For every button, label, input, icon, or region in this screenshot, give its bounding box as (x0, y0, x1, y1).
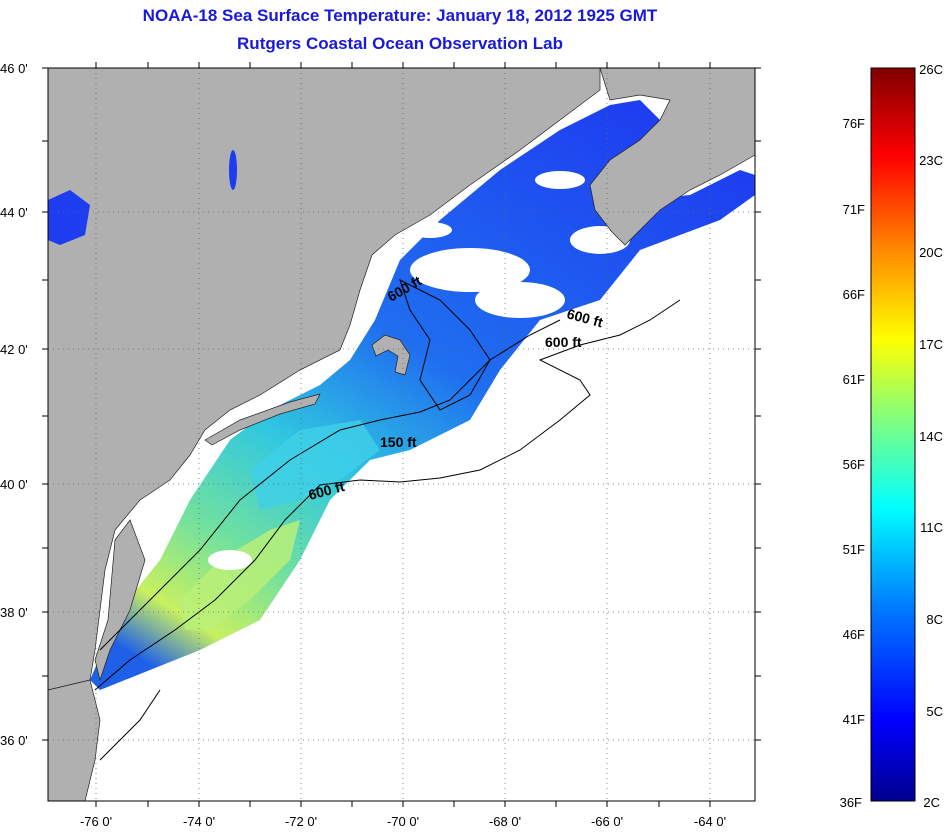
colorbar-c-label: 26C (919, 62, 943, 77)
delmarva-peninsula (94, 519, 146, 682)
colorbar-f-label: 76F (843, 116, 865, 131)
long-island (204, 393, 321, 446)
cape-cod (371, 334, 411, 376)
lake-champlain (229, 150, 237, 190)
lon-label: -66 0' (591, 814, 623, 829)
colorbar-c-label: 20C (919, 245, 943, 260)
carolina-coast (48, 679, 101, 801)
colorbar-f-label: 71F (843, 202, 865, 217)
colorbar-f-label: 61F (843, 372, 865, 387)
contour-gulf-of-maine (399, 279, 491, 411)
contour-label: 150 ft (380, 434, 417, 450)
axis-ticks (42, 62, 761, 807)
lon-label: -76 0' (80, 814, 112, 829)
colorbar-c-label: 11C (920, 520, 943, 535)
bathymetry-contours (94, 279, 681, 761)
contour-600ft-shelf-break (94, 299, 681, 691)
lat-label: 36 0' (0, 733, 28, 748)
contour-label: 600 ft (545, 334, 582, 350)
lon-label: -70 0' (387, 814, 419, 829)
lakes (48, 150, 237, 245)
lon-label: -72 0' (285, 814, 317, 829)
colorbar-c-label: 14C (919, 429, 943, 444)
lake-ontario-edge (48, 190, 90, 245)
colorbar-f-label: 46F (843, 627, 865, 642)
colorbar-c-label: 8C (926, 612, 943, 627)
map-subtitle: Rutgers Coastal Ocean Observation Lab (237, 34, 563, 53)
lon-label: -68 0' (489, 814, 521, 829)
nova-scotia (589, 68, 755, 246)
cyan-region (250, 420, 380, 510)
lat-label: 44 0' (0, 205, 28, 220)
lat-label: 42 0' (0, 342, 28, 357)
map-frame (47, 67, 756, 802)
colorbar-c-label: 23C (919, 153, 943, 168)
colorbar-c-label: 5C (926, 704, 943, 719)
contour-southern-shelf (99, 689, 161, 761)
graticule (48, 68, 755, 801)
lon-label: -74 0' (183, 814, 215, 829)
colorbar-f-label: 66F (843, 287, 865, 302)
colorbar-c-label: 2C (923, 795, 940, 810)
colorbar-f-label: 56F (843, 457, 865, 472)
lon-label: -64 0' (694, 814, 726, 829)
lat-label: 38 0' (0, 605, 28, 620)
colorbar-f-label: 36F (840, 795, 862, 810)
temperature-colorbar (870, 67, 916, 802)
colorbar-f-label: 41F (843, 712, 865, 727)
colorbar-c-label: 17C (919, 337, 943, 352)
map-title: NOAA-18 Sea Surface Temperature: January… (142, 6, 658, 25)
colorbar-f-label: 51F (843, 542, 865, 557)
lat-label: 46 0' (0, 61, 28, 76)
land-masses (48, 68, 755, 801)
lat-label: 40 0' (0, 477, 28, 492)
us-mainland (48, 68, 601, 691)
